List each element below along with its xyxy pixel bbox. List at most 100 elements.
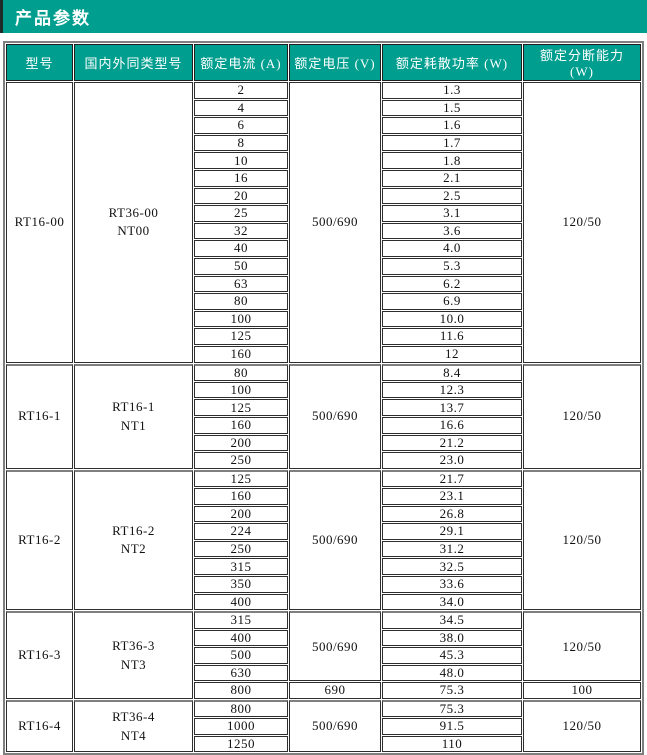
table-row: 40 4.0 [6, 240, 641, 257]
column-header-rated-power-dissipation: 额定耗散功率 (W) [382, 44, 522, 81]
table-row: 350 33.6 [6, 576, 641, 593]
cell-rated-current: 20 [194, 187, 288, 205]
cell-rated-current: 160 [194, 488, 288, 505]
cell-rated-power: 38.0 [382, 629, 522, 647]
table-row: 400 38.0 [6, 629, 641, 647]
cell-rated-power: 4.0 [382, 240, 522, 257]
cell-rated-power: 6.9 [382, 293, 522, 310]
equivalent-model-line: NT1 [120, 417, 147, 433]
table-row: 125 13.7 [6, 399, 641, 416]
cell-rated-power: 110 [382, 735, 522, 753]
cell-rated-power: 16.6 [382, 416, 522, 434]
equivalent-model-line: NT3 [120, 656, 147, 672]
table-row: 100 10.0 [6, 310, 641, 328]
cell-rated-power: 1.5 [382, 99, 522, 117]
table-row: RT16-3 RT36-3 NT3 315 500/690 34.5 120/50 [6, 611, 641, 699]
table-row: 125 11.6 [6, 328, 641, 345]
cell-rated-current: 63 [194, 275, 288, 293]
table-row: 250 31.2 [6, 540, 641, 558]
cell-rated-current: 8 [194, 134, 288, 152]
section-title-bar: 产品参数 [0, 0, 647, 33]
cell-rated-power: 45.3 [382, 647, 522, 664]
table-row: 160 12 [6, 345, 641, 363]
cell-rated-current: 125 [194, 399, 288, 416]
cell-rated-current: 1000 [194, 718, 288, 735]
cell-rated-voltage: 500/690 [289, 469, 381, 611]
cell-rated-power: 31.2 [382, 540, 522, 558]
cell-rated-current: 80 [194, 293, 288, 310]
cell-rated-current: 50 [194, 257, 288, 275]
cell-rated-current: 315 [194, 611, 288, 629]
cell-rated-voltage: 500/690 [289, 611, 381, 682]
page-title: 产品参数 [15, 9, 91, 28]
cell-rated-current: 630 [194, 664, 288, 682]
cell-breaking-capacity: 120/50 [523, 469, 641, 611]
table-row: 630 48.0 [6, 664, 641, 682]
table-row: 1000 91.5 [6, 718, 641, 735]
cell-rated-power: 12.3 [382, 381, 522, 399]
table-row: 400 34.0 [6, 593, 641, 611]
cell-rated-power: 23.0 [382, 452, 522, 469]
cell-rated-current: 250 [194, 540, 288, 558]
cell-rated-current: 224 [194, 523, 288, 540]
cell-equivalent-model: RT36-3 NT3 [74, 611, 193, 699]
column-header-model: 型号 [6, 44, 73, 81]
column-header-rated-voltage: 额定电压 (V) [289, 44, 381, 81]
table-row: 500 45.3 [6, 647, 641, 664]
cell-rated-power: 21.7 [382, 469, 522, 488]
cell-rated-power: 23.1 [382, 488, 522, 505]
cell-rated-power: 6.2 [382, 275, 522, 293]
cell-rated-current: 250 [194, 452, 288, 469]
cell-breaking-capacity: 120/50 [523, 82, 641, 363]
cell-rated-current: 800 [194, 699, 288, 718]
cell-rated-power: 1.3 [382, 82, 522, 99]
table-row: 160 23.1 [6, 488, 641, 505]
cell-model: RT16-3 [6, 611, 73, 699]
equivalent-model-line: NT2 [120, 541, 147, 557]
table-row: 4 1.5 [6, 99, 641, 117]
table-row: RT16-2 RT16-2 NT2 125 500/690 21.7 120/50 [6, 469, 641, 611]
cell-rated-current: 400 [194, 629, 288, 647]
equivalent-model-line: RT16-2 [112, 523, 155, 539]
cell-breaking-capacity: 120/50 [523, 363, 641, 469]
cell-rated-voltage: 500/690 [289, 363, 381, 469]
cell-rated-power: 33.6 [382, 576, 522, 593]
table-row: 32 3.6 [6, 222, 641, 240]
cell-equivalent-model: RT36-00 NT00 [74, 82, 193, 363]
equivalent-model-line: RT16-1 [112, 399, 155, 415]
table-row: 8 1.7 [6, 134, 641, 152]
table-row: 224 29.1 [6, 523, 641, 540]
cell-rated-current: 4 [194, 99, 288, 117]
equivalent-model-line: NT00 [117, 223, 150, 239]
table-row: 6 1.6 [6, 117, 641, 134]
table-row: 80 6.9 [6, 293, 641, 310]
cell-rated-power: 34.5 [382, 611, 522, 629]
cell-rated-power: 5.3 [382, 257, 522, 275]
cell-rated-current: 125 [194, 328, 288, 345]
cell-breaking-capacity: 100 [523, 682, 641, 699]
cell-rated-voltage: 500/690 [289, 82, 381, 363]
equivalent-model-line: NT4 [120, 727, 147, 743]
table-row: RT16-00 RT36-00 NT00 2 500/690 1.3 120/50 [6, 82, 641, 363]
cell-rated-power: 1.7 [382, 134, 522, 152]
cell-rated-current: 800 [194, 682, 288, 699]
table-row: 16 2.1 [6, 169, 641, 187]
table-row: 200 26.8 [6, 505, 641, 523]
cell-rated-power: 12 [382, 345, 522, 363]
product-parameters-table: 型号 国内外同类型号 额定电流 (A) 额定电压 (V) 额定耗散功率 (W) … [3, 41, 644, 755]
table-row: 63 6.2 [6, 275, 641, 293]
cell-rated-current: 10 [194, 152, 288, 169]
table-row: RT16-1 RT16-1 NT1 80 500/690 8.4 120/50 [6, 363, 641, 469]
cell-equivalent-model: RT16-1 NT1 [74, 363, 193, 469]
table-row: 100 12.3 [6, 381, 641, 399]
cell-rated-power: 1.6 [382, 117, 522, 134]
cell-rated-current: 25 [194, 205, 288, 222]
table-row: RT16-4 RT36-4 NT4 800 500/690 75.3 120/50 [6, 699, 641, 753]
cell-rated-power: 2.1 [382, 169, 522, 187]
cell-rated-current: 6 [194, 117, 288, 134]
column-header-rated-breaking-capacity: 额定分断能力 (W) [523, 44, 641, 81]
cell-model: RT16-00 [6, 82, 73, 363]
cell-rated-current: 160 [194, 345, 288, 363]
table-container: 型号 国内外同类型号 额定电流 (A) 额定电压 (V) 额定耗散功率 (W) … [3, 41, 644, 755]
cell-rated-current: 32 [194, 222, 288, 240]
